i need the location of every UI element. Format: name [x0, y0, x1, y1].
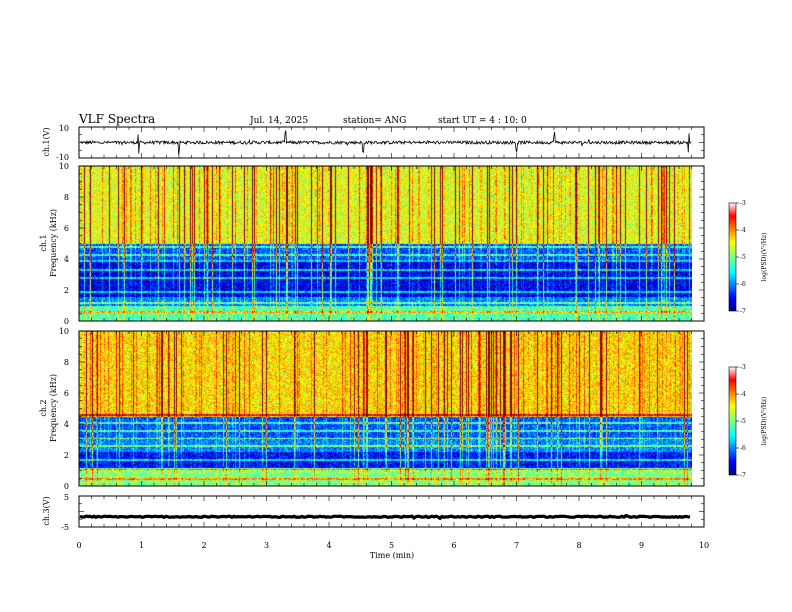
- ch1-waveform-ylabel: ch.1(V): [42, 127, 51, 156]
- ch2-colorbar: [728, 366, 737, 476]
- ch1-waveform-ticks: [78, 126, 705, 159]
- ch2-cb-tick-m4: -4: [740, 391, 746, 398]
- ch3-waveform-ylabel: ch.3(V): [42, 496, 51, 525]
- x-axis-label: Time (min): [370, 551, 414, 560]
- xtick-2: 2: [201, 541, 206, 550]
- start-ut-label: start UT = 4 : 10: 0: [438, 116, 527, 126]
- ch2-cb-tick-m7: -7: [740, 472, 746, 479]
- ch3-waveform-panel: 5 -5 ch.3(V): [42, 493, 705, 532]
- ch1-ytick-0: 0: [64, 317, 69, 326]
- ch1-ytick-bottom: -10: [56, 153, 69, 162]
- ch1-cb-tick-m5: -5: [740, 254, 746, 261]
- ch2-frequency-label: Frequency (kHz): [49, 374, 58, 442]
- ch1-spectrogram-image: [79, 166, 692, 321]
- xtick-10: 10: [699, 541, 709, 550]
- ch3-ytick-bottom: -5: [61, 523, 69, 532]
- ch1-colorbar-ticks: [736, 202, 739, 312]
- ch1-ytick-4: 4: [64, 255, 69, 264]
- ch1-ytick-10: 10: [59, 162, 69, 171]
- ch1-spectrogram-ticks: [78, 165, 705, 322]
- ch2-ytick-6: 6: [64, 389, 69, 398]
- ch1-ytick-top: 10: [59, 124, 69, 133]
- ch1-waveform-panel: 10 -10 ch.1(V): [42, 124, 705, 162]
- ch2-ytick-0: 0: [64, 482, 69, 491]
- ch2-spectrogram-ytick-labels: 0 2 4 6 8 10: [59, 327, 69, 491]
- ch2-colorbar-ticks: [736, 366, 739, 476]
- date-label: Jul. 14, 2025: [249, 116, 308, 126]
- station-label: station= ANG: [343, 116, 406, 126]
- ch2-ytick-4: 4: [64, 420, 69, 429]
- ch1-cb-tick-m6: -6: [740, 281, 746, 288]
- ch3-waveform-trace: [79, 513, 691, 521]
- ch1-cb-tick-m7: -7: [740, 308, 746, 315]
- ch1-spectrogram-ytick-labels: 0 2 4 6 8 10: [59, 162, 69, 326]
- ch1-cb-tick-m3: -3: [740, 200, 746, 207]
- ch1-frequency-label: Frequency (kHz): [49, 209, 58, 277]
- ch2-ytick-10: 10: [59, 327, 69, 336]
- ch1-spectrogram-panel: 0 2 4 6 8 10 ch.1 Frequency (kHz) -3 -4 …: [39, 162, 768, 326]
- ch2-spectrogram-image: [79, 331, 692, 486]
- ch2-cb-tick-m3: -3: [740, 364, 746, 371]
- ch1-cb-tick-m4: -4: [740, 227, 746, 234]
- ch2-channel-label: ch.2: [39, 399, 48, 416]
- ch2-ytick-8: 8: [64, 358, 69, 367]
- ch2-spectrogram-panel: 0 2 4 6 8 10 ch.2 Frequency (kHz) -3 -4 …: [39, 327, 768, 491]
- ch1-ytick-6: 6: [64, 224, 69, 233]
- ch1-ytick-8: 8: [64, 193, 69, 202]
- ch1-channel-label: ch.1: [39, 234, 48, 251]
- ch2-cb-tick-m5: -5: [740, 418, 746, 425]
- ch2-ytick-2: 2: [64, 451, 69, 460]
- xtick-7: 7: [514, 541, 519, 550]
- ch1-colorbar-label: log(PSD)(V²/Hz): [761, 233, 768, 282]
- xtick-6: 6: [451, 541, 456, 550]
- ch1-waveform-trace: [79, 130, 692, 156]
- ch3-ytick-top: 5: [64, 493, 69, 502]
- xtick-0: 0: [76, 541, 81, 550]
- xtick-8: 8: [576, 541, 581, 550]
- xtick-1: 1: [139, 541, 144, 550]
- xtick-9: 9: [639, 541, 644, 550]
- xtick-4: 4: [326, 541, 331, 550]
- xtick-3: 3: [264, 541, 269, 550]
- ch2-spectrogram-ticks: [78, 330, 705, 487]
- ch1-colorbar: [728, 202, 737, 312]
- ch2-cb-tick-m6: -6: [740, 445, 746, 452]
- ch1-ytick-2: 2: [64, 286, 69, 295]
- xtick-5: 5: [389, 541, 394, 550]
- ch2-colorbar-label: log(PSD)(V²/Hz): [761, 397, 768, 446]
- ch3-waveform-ticks: [78, 495, 705, 528]
- x-axis-tick-labels: 0 1 2 3 4 5 6 7 8 9 10: [76, 541, 709, 550]
- figure-title: VLF Spectra: [78, 112, 155, 126]
